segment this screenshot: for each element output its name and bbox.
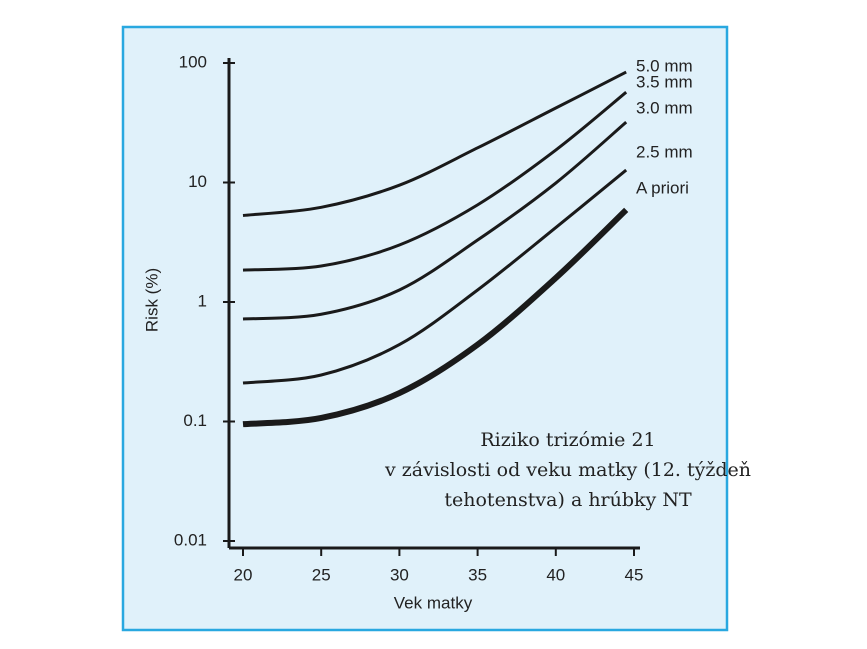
series-line bbox=[242, 168, 628, 385]
series-line bbox=[242, 207, 629, 428]
x-tick-label: 20 bbox=[234, 565, 253, 584]
annotation: tehotenstva) a hrúbky NT bbox=[444, 489, 692, 511]
series-label: 3.0 mm bbox=[636, 99, 693, 118]
annotation: Riziko trizómie 21 bbox=[480, 429, 655, 451]
series-label: A priori bbox=[636, 178, 689, 197]
x-tick-label: 35 bbox=[468, 565, 487, 584]
y-axis-label: Risk (%) bbox=[142, 268, 161, 332]
series-line bbox=[242, 121, 628, 321]
x-tick-label: 25 bbox=[312, 565, 331, 584]
series-label: 5.0 mm bbox=[636, 57, 693, 76]
series-line bbox=[242, 70, 627, 217]
annotation: v závislosti od veku matky (12. týždeň bbox=[384, 459, 751, 481]
y-tick-label: 10 bbox=[188, 172, 207, 191]
series-label: 3.5 mm bbox=[636, 73, 693, 92]
x-axis-label: Vek matky bbox=[394, 593, 473, 612]
x-tick-label: 30 bbox=[390, 565, 409, 584]
series-line bbox=[242, 91, 628, 272]
y-tick-label: 100 bbox=[179, 52, 207, 71]
x-tick-label: 40 bbox=[546, 565, 565, 584]
y-tick-label: 1 bbox=[198, 291, 207, 310]
x-tick-label: 45 bbox=[625, 565, 644, 584]
y-tick-label: 0.1 bbox=[183, 411, 207, 430]
y-tick-label: 0.01 bbox=[174, 530, 207, 549]
series-label: 2.5 mm bbox=[636, 143, 693, 162]
